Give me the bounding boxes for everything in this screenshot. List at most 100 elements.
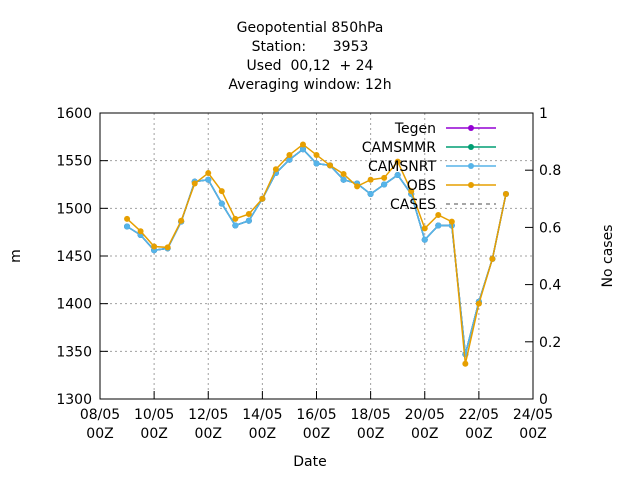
- x-tick-label-line: 00Z: [465, 426, 492, 442]
- data-point: [205, 176, 212, 183]
- data-point: [232, 215, 239, 222]
- x-tick-label-line: 10/05: [134, 407, 174, 423]
- data-point: [475, 300, 482, 307]
- x-tick-label-line: 00Z: [411, 426, 438, 442]
- data-point: [259, 195, 266, 202]
- x-tick-label-line: 14/05: [242, 407, 282, 423]
- x-tick-label-line: 08/05: [80, 407, 120, 423]
- data-point: [178, 217, 185, 224]
- data-point: [502, 191, 509, 198]
- data-point: [381, 174, 388, 181]
- x-tick-label-line: 22/05: [459, 407, 499, 423]
- x-tick-label-line: 00Z: [86, 426, 113, 442]
- y2-tick-label: 0.6: [539, 220, 561, 236]
- x-tick-label-line: 16/05: [296, 407, 336, 423]
- y2-tick-label: 0: [539, 392, 548, 408]
- y-tick-label: 1450: [56, 249, 92, 265]
- data-point: [245, 211, 252, 218]
- chart-title: Averaging window: 12h: [228, 77, 391, 93]
- x-tick-label-line: 12/05: [188, 407, 228, 423]
- legend-label: OBS: [407, 178, 436, 194]
- data-point: [245, 217, 252, 224]
- data-point: [462, 360, 469, 367]
- x-tick-label: 10/05 00Z: [134, 407, 174, 442]
- y2-tick-label: 0.8: [539, 163, 561, 179]
- y2-tick-label: 0.4: [539, 278, 561, 294]
- legend-marker: [468, 182, 474, 188]
- data-point: [421, 236, 428, 243]
- legend-label: Tegen: [394, 121, 436, 137]
- legend-label: CAMSMMR: [362, 140, 436, 156]
- x-tick-label-line: 00Z: [140, 426, 167, 442]
- data-point: [299, 146, 306, 153]
- data-point: [394, 171, 401, 178]
- data-point: [313, 160, 320, 167]
- y-tick-label: 1400: [56, 297, 92, 313]
- chart-title: Geopotential 850hPa: [237, 20, 384, 36]
- data-point: [313, 151, 320, 158]
- data-point: [435, 212, 442, 219]
- data-point: [286, 151, 293, 158]
- data-point: [435, 222, 442, 229]
- chart-title: Station: 3953: [252, 39, 369, 55]
- data-point: [394, 158, 401, 165]
- plot-frame: [99, 112, 534, 400]
- data-point: [164, 244, 171, 251]
- y2-tick-label: 0.2: [539, 335, 561, 351]
- x-tick-label-line: 18/05: [350, 407, 390, 423]
- chart-title: Used 00,12 + 24: [247, 58, 374, 74]
- x-tick-label: 08/05 00Z: [80, 407, 120, 442]
- x-tick-label: 22/05 00Z: [459, 407, 499, 442]
- data-point: [299, 141, 306, 148]
- x-tick-label: 24/05 00Z: [513, 407, 553, 442]
- x-tick-label-line: 20/05: [405, 407, 445, 423]
- y-tick-label: 1500: [56, 201, 92, 217]
- x-tick-label-line: 00Z: [303, 426, 330, 442]
- data-point: [381, 181, 388, 188]
- data-point: [354, 183, 361, 190]
- legend-label: CAMSNRT: [368, 159, 437, 175]
- data-point: [340, 171, 347, 178]
- data-point: [327, 162, 334, 169]
- data-point: [272, 166, 279, 173]
- data-point: [232, 222, 239, 229]
- x-tick-label-line: 00Z: [249, 426, 276, 442]
- data-point: [489, 255, 496, 262]
- data-point: [124, 215, 131, 222]
- legend-marker: [468, 163, 474, 169]
- data-point: [137, 228, 144, 235]
- x-tick-label-line: 00Z: [519, 426, 546, 442]
- legend-marker: [468, 144, 474, 150]
- data-point: [408, 188, 415, 195]
- data-point: [191, 180, 198, 187]
- x-axis-label: Date: [293, 454, 326, 470]
- x-tick-label: 18/05 00Z: [350, 407, 390, 442]
- data-point: [151, 243, 158, 250]
- x-tick-label-line: 24/05: [513, 407, 553, 423]
- x-tick-label-line: 00Z: [357, 426, 384, 442]
- data-point: [205, 170, 212, 177]
- x-tick-label: 14/05 00Z: [242, 407, 282, 442]
- x-tick-label: 12/05 00Z: [188, 407, 228, 442]
- y-tick-label: 1350: [56, 344, 92, 360]
- data-point: [218, 188, 225, 195]
- y2-axis-label: No cases: [600, 225, 616, 288]
- data-point: [218, 200, 225, 207]
- data-point: [367, 191, 374, 198]
- y-axis-label: m: [8, 249, 24, 263]
- y-tick-label: 1600: [56, 106, 92, 122]
- legend-label: CASES: [390, 197, 436, 213]
- legend-marker: [468, 125, 474, 131]
- data-point: [421, 225, 428, 232]
- x-tick-label: 20/05 00Z: [405, 407, 445, 442]
- x-tick-label-line: 00Z: [195, 426, 222, 442]
- y-tick-label: 1550: [56, 154, 92, 170]
- data-point: [340, 176, 347, 183]
- data-point: [286, 156, 293, 163]
- data-point: [448, 218, 455, 225]
- data-point: [367, 176, 374, 183]
- y2-tick-label: 1: [539, 106, 548, 122]
- data-point: [124, 223, 131, 230]
- x-tick-label: 16/05 00Z: [296, 407, 336, 442]
